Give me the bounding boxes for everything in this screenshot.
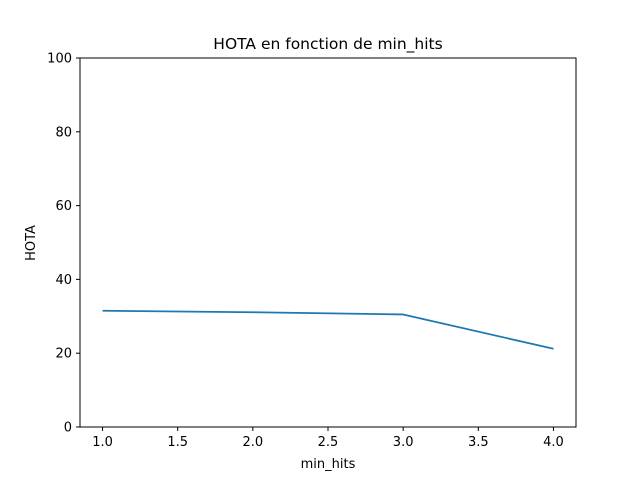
y-axis-ticks: 0 20 40 60 80 100 bbox=[47, 52, 80, 436]
plot-area bbox=[79, 57, 577, 428]
x-tick-label: 1.5 bbox=[167, 435, 188, 450]
x-tick-label: 4.0 bbox=[543, 435, 564, 450]
x-tick-label: 3.5 bbox=[468, 435, 489, 450]
x-tick-label: 2.5 bbox=[318, 435, 339, 450]
chart-title: HOTA en fonction de min_hits bbox=[213, 35, 442, 54]
y-tick-label: 20 bbox=[55, 347, 72, 362]
x-tick-label: 2.0 bbox=[243, 435, 264, 450]
y-tick-label: 100 bbox=[47, 52, 72, 67]
x-tick-label: 3.0 bbox=[393, 435, 414, 450]
series-line-0 bbox=[102, 309, 554, 350]
x-axis-label: min_hits bbox=[301, 457, 356, 472]
y-tick-label: 40 bbox=[55, 273, 72, 288]
plot-frame bbox=[79, 57, 577, 428]
y-axis-label: HOTA bbox=[24, 225, 39, 261]
x-axis-ticks: 1.0 1.5 2.0 2.5 3.0 3.5 4.0 bbox=[92, 427, 564, 450]
y-tick-label: 80 bbox=[55, 125, 72, 140]
y-tick-label: 60 bbox=[55, 199, 72, 214]
x-tick-label: 1.0 bbox=[92, 435, 113, 450]
y-tick-label: 0 bbox=[64, 421, 72, 436]
